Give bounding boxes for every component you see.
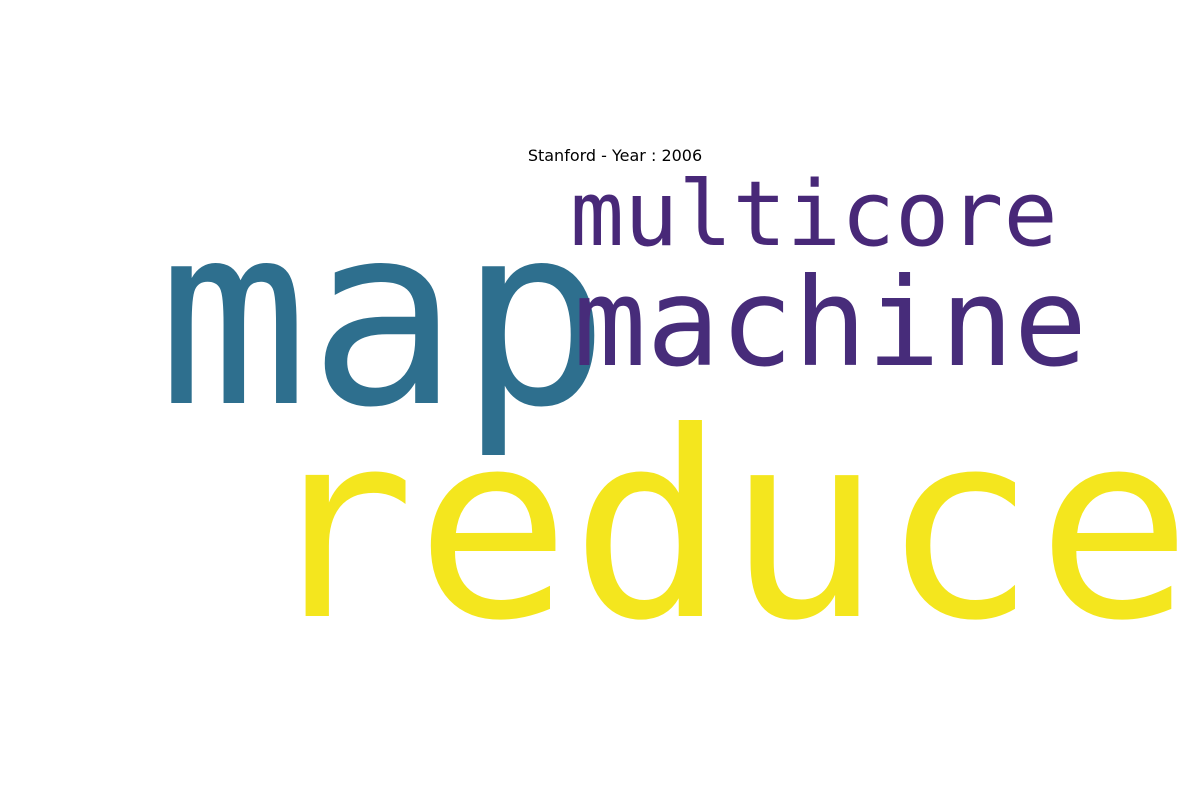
word-machine: machine	[573, 252, 1088, 394]
word-multicore: multicore	[570, 162, 1058, 267]
word-map: map	[158, 171, 610, 462]
word-cloud-title: Stanford - Year : 2006	[527, 146, 703, 165]
word-reduce: reduce	[260, 377, 1192, 677]
